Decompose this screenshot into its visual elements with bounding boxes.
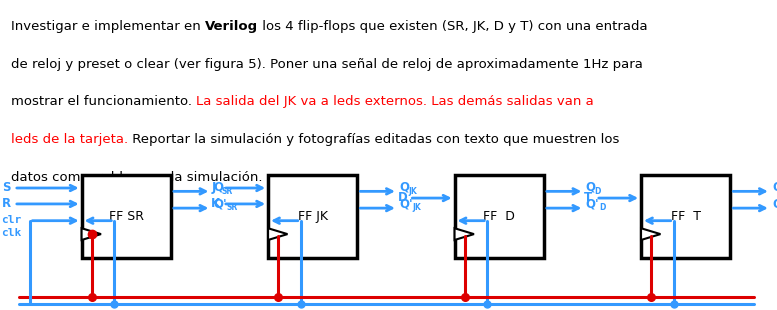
Text: Q: Q [399,181,409,194]
Text: JK: JK [413,203,421,212]
Text: los 4 flip-flops que existen (SR, JK, D y T) con una entrada: los 4 flip-flops que existen (SR, JK, D … [258,20,647,33]
Text: Q': Q' [399,197,413,210]
Text: R: R [2,197,12,210]
Text: FF  D: FF D [483,210,515,223]
Bar [455,175,544,259]
Text: Q': Q' [213,197,227,210]
Text: FF JK: FF JK [298,210,328,223]
Bar [268,175,357,259]
Text: FF  T: FF T [671,210,701,223]
Text: clr: clr [2,215,22,225]
Text: Q: Q [586,181,596,194]
Text: mostrar el funcionamiento.: mostrar el funcionamiento. [11,95,196,108]
Text: SR: SR [226,203,237,212]
Text: Q: Q [772,181,777,194]
Text: Investigar e implementar en: Investigar e implementar en [11,20,205,33]
Text: La salida del JK va a leds externos. Las demás salidas van a: La salida del JK va a leds externos. Las… [196,95,594,108]
Text: Q: Q [213,181,223,194]
Bar [82,175,171,259]
Text: JK: JK [408,187,416,196]
Text: S: S [2,181,11,194]
Bar [641,175,730,259]
Polygon shape [82,228,101,240]
Text: FF SR: FF SR [109,210,144,223]
Text: D: D [599,203,605,212]
Text: D: D [398,191,408,204]
Text: T: T [584,191,592,204]
Text: Reportar la simulación y fotografías editadas con texto que muestren los: Reportar la simulación y fotografías edi… [128,133,619,146]
Text: leds de la tarjeta.: leds de la tarjeta. [11,133,128,146]
Text: SR: SR [221,187,232,196]
Polygon shape [641,228,660,240]
Text: de reloj y preset o clear (ver figura 5). Poner una señal de reloj de aproximada: de reloj y preset o clear (ver figura 5)… [11,58,643,70]
Text: J: J [211,181,216,194]
Text: Q': Q' [586,197,600,210]
Text: K: K [211,197,221,210]
Text: clk: clk [2,228,22,238]
Text: Verilog: Verilog [205,20,258,33]
Polygon shape [268,228,287,240]
Polygon shape [455,228,474,240]
Text: D: D [594,187,601,196]
Text: datos comparables con la simulación.: datos comparables con la simulación. [11,171,263,184]
Text: Q': Q' [772,197,777,210]
